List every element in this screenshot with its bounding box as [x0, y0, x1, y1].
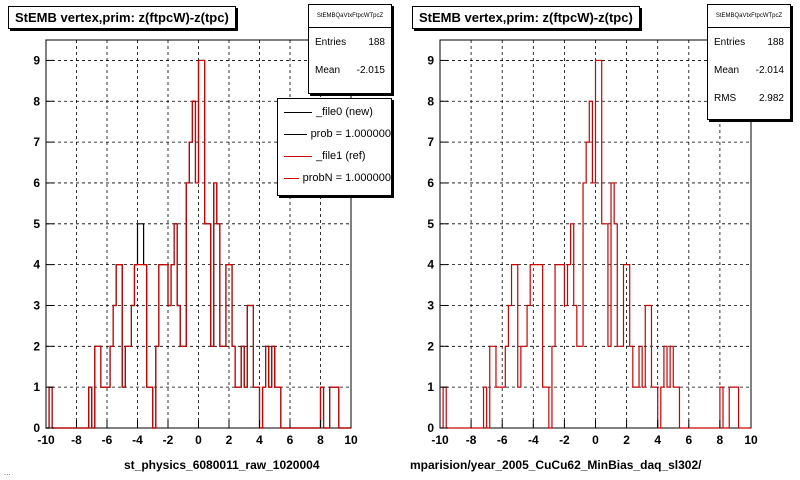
stats-label: RMS: [714, 92, 737, 104]
stats-value: 188: [368, 36, 385, 48]
y-tick-label: 3: [33, 298, 40, 312]
x-tick-label: -2: [163, 433, 174, 447]
legend-label: probN = 1.000000: [302, 172, 391, 184]
y-tick-label: 5: [33, 217, 40, 231]
footer-text: ...: [4, 468, 11, 477]
y-tick-label: 4: [427, 258, 434, 272]
legend-left: _file0 (new) prob = 1.000000 _file1 (ref…: [277, 98, 392, 196]
x-axis-title-left: st_physics_6080011_raw_1020004: [124, 458, 320, 472]
y-tick-label: 6: [33, 176, 40, 190]
y-tick-label: 0: [33, 421, 40, 435]
y-tick-label: 1: [427, 380, 434, 394]
stats-row-rms-right: RMS 2.982: [708, 84, 790, 112]
stats-name-left: StEMBQaVtxFtpcWTpcZ: [309, 5, 391, 28]
y-tick-label: 8: [427, 94, 434, 108]
legend-swatch: [284, 177, 299, 179]
stats-box-left: StEMBQaVtxFtpcWTpcZ Entries 188 Mean -2.…: [308, 4, 392, 94]
chart-title-right: StEMB vertex,prim: z(ftpcW)-z(tpc): [412, 6, 640, 29]
x-tick-label: 4: [654, 433, 661, 447]
legend-item: _file1 (ref): [278, 145, 391, 167]
x-tick-label: 4: [256, 433, 263, 447]
y-tick-label: 2: [33, 339, 40, 353]
stats-name-right: StEMBQaVtxFtpcWTpcZ: [708, 5, 790, 28]
y-tick-label: 4: [33, 258, 40, 272]
histogram-series-1: [46, 59, 351, 429]
x-tick-label: 0: [195, 433, 202, 447]
stats-row-mean-left: Mean -2.015: [309, 56, 391, 84]
x-tick-label: -6: [497, 433, 508, 447]
y-tick-label: 9: [427, 53, 434, 67]
histogram-series-0: [440, 59, 751, 429]
stats-row-mean-right: Mean -2.014: [708, 56, 790, 84]
legend-label: _file1 (ref): [316, 150, 366, 162]
y-tick-label: 2: [427, 339, 434, 353]
y-tick-label: 8: [33, 94, 40, 108]
x-tick-label: 8: [717, 433, 724, 447]
legend-item: probN = 1.000000: [278, 167, 391, 189]
stats-row-entries-left: Entries 188: [309, 28, 391, 56]
stats-row-entries-right: Entries 188: [708, 28, 790, 56]
legend-label: _file0 (new): [316, 106, 373, 118]
y-tick-label: 3: [427, 298, 434, 312]
x-axis-title-right: mparision/year_2005_CuCu62_MinBias_daq_s…: [410, 458, 702, 472]
stats-label: Mean: [714, 64, 740, 76]
stats-label: Entries: [315, 36, 347, 48]
y-tick-label: 0: [427, 421, 434, 435]
x-tick-label: -10: [37, 433, 55, 447]
stats-label: Entries: [714, 36, 746, 48]
chart-title-left: StEMB vertex,prim: z(ftpcW)-z(tpc): [8, 6, 236, 29]
x-tick-label: 6: [685, 433, 692, 447]
x-tick-label: 2: [623, 433, 630, 447]
x-tick-label: -10: [431, 433, 449, 447]
x-tick-label: -8: [466, 433, 477, 447]
x-tick-label: -2: [559, 433, 570, 447]
stats-value: -2.014: [755, 64, 784, 76]
x-tick-label: 0: [592, 433, 599, 447]
stats-label: Mean: [315, 64, 341, 76]
y-tick-label: 7: [33, 135, 40, 149]
y-tick-label: 7: [427, 135, 434, 149]
stats-value: 2.982: [758, 92, 784, 104]
x-tick-label: 10: [744, 433, 758, 447]
stats-value: 188: [767, 36, 784, 48]
legend-swatch: [284, 111, 312, 113]
legend-swatch: [284, 133, 307, 135]
x-tick-label: 10: [344, 433, 358, 447]
x-tick-label: 2: [226, 433, 233, 447]
x-tick-label: -4: [528, 433, 539, 447]
legend-item: _file0 (new): [278, 101, 391, 123]
x-tick-label: -6: [102, 433, 113, 447]
legend-label: prob = 1.000000: [310, 128, 391, 140]
y-tick-label: 1: [33, 380, 40, 394]
stats-value: -2.015: [356, 64, 385, 76]
x-tick-label: 8: [317, 433, 324, 447]
y-tick-label: 9: [33, 53, 40, 67]
x-tick-label: -8: [71, 433, 82, 447]
y-tick-label: 6: [427, 176, 434, 190]
legend-item: prob = 1.000000: [278, 123, 391, 145]
y-tick-label: 5: [427, 217, 434, 231]
stats-box-right: StEMBQaVtxFtpcWTpcZ Entries 188 Mean -2.…: [707, 4, 791, 120]
legend-swatch: [284, 155, 312, 157]
x-tick-label: 6: [287, 433, 294, 447]
x-tick-label: -4: [132, 433, 143, 447]
